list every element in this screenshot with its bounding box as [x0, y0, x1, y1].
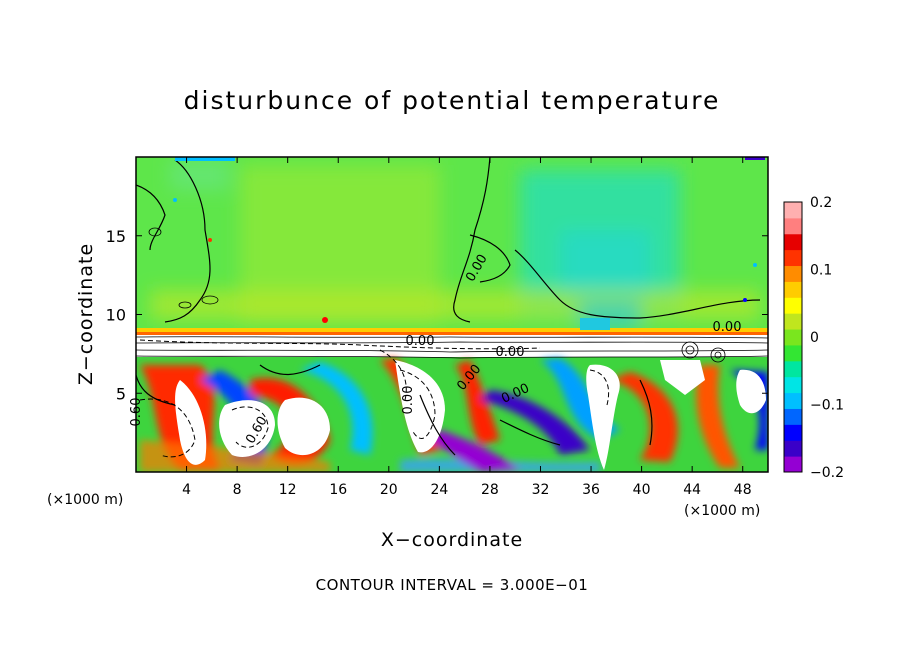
colorbar-swatch [784, 360, 802, 378]
colorbar [783, 201, 803, 473]
contour-interval-note: CONTOUR INTERVAL = 3.000E−01 [315, 576, 589, 594]
colorbar-swatch [784, 456, 802, 473]
contour-labels: 0.000.000.000.000.000.600.600.000.00 [129, 252, 741, 447]
y-axis-label: Z−coordinate [75, 243, 97, 385]
x-tick-label: 12 [279, 482, 297, 498]
colorbar-swatch [784, 297, 802, 314]
colorbar-ticks: 0.2 0.1 0 −0.1 −0.2 [810, 195, 844, 481]
y-tick-label: 15 [106, 227, 126, 246]
contour-label: 0.00 [713, 320, 742, 335]
colorbar-swatch [784, 392, 802, 409]
colorbar-swatch [784, 344, 802, 362]
x-tick-label: 4 [182, 482, 191, 498]
colorbar-swatch [784, 408, 802, 425]
x-axis-label: X−coordinate [381, 529, 523, 551]
y-axis-ticks: 5 10 15 [106, 227, 768, 403]
colorbar-swatch [784, 202, 802, 219]
x-tick-label: 32 [532, 482, 550, 498]
band-contours [136, 227, 768, 363]
colorbar-swatch [784, 329, 802, 346]
x-tick-label: 48 [734, 482, 752, 498]
colorbar-swatch [784, 376, 802, 394]
plot-area [136, 157, 768, 472]
contour-label: 0.00 [406, 334, 435, 349]
x-tick-label: 20 [380, 482, 398, 498]
contour-label: 0.00 [401, 386, 416, 415]
colorbar-swatch [784, 281, 802, 298]
colorbar-swatch [784, 313, 802, 330]
y-tick-label: 5 [116, 384, 126, 403]
white-band [136, 335, 768, 357]
colorbar-tick-label: −0.2 [810, 465, 844, 481]
colorbar-swatch [784, 440, 802, 457]
x-tick-label: 44 [683, 482, 701, 498]
colorbar-frame [783, 201, 803, 473]
y-tick-label: 10 [106, 306, 126, 325]
contour-label: 0.60 [129, 398, 144, 427]
contour-lines [136, 157, 761, 456]
contour-label: 0.00 [496, 345, 525, 360]
x-tick-label: 8 [233, 482, 242, 498]
colorbar-tick-label: −0.1 [810, 398, 844, 414]
x-tick-label: 40 [633, 482, 651, 498]
specks [173, 157, 765, 330]
chart-title: disturbunce of potential temperature [183, 86, 721, 115]
negative-contours [139, 339, 610, 458]
colorbar-swatch [784, 249, 802, 267]
x-axis-ticks: 4 8 12 16 20 24 28 32 36 40 44 48 [182, 157, 752, 498]
x-tick-label: 36 [582, 482, 600, 498]
colorbar-swatch [784, 265, 802, 282]
colorbar-swatch [784, 217, 802, 235]
colorbar-tick-label: 0.2 [810, 195, 832, 211]
colorbar-tick-label: 0 [810, 330, 819, 346]
x-tick-label: 24 [430, 482, 448, 498]
x-axis-unit-right: (×1000 m) [684, 503, 760, 519]
colorbar-tick-label: 0.1 [810, 263, 832, 279]
colorbar-swatch [784, 424, 802, 441]
x-tick-label: 16 [329, 482, 347, 498]
colorbar-swatch [784, 233, 802, 251]
x-axis-unit-left: (×1000 m) [47, 492, 123, 508]
x-tick-label: 28 [481, 482, 499, 498]
